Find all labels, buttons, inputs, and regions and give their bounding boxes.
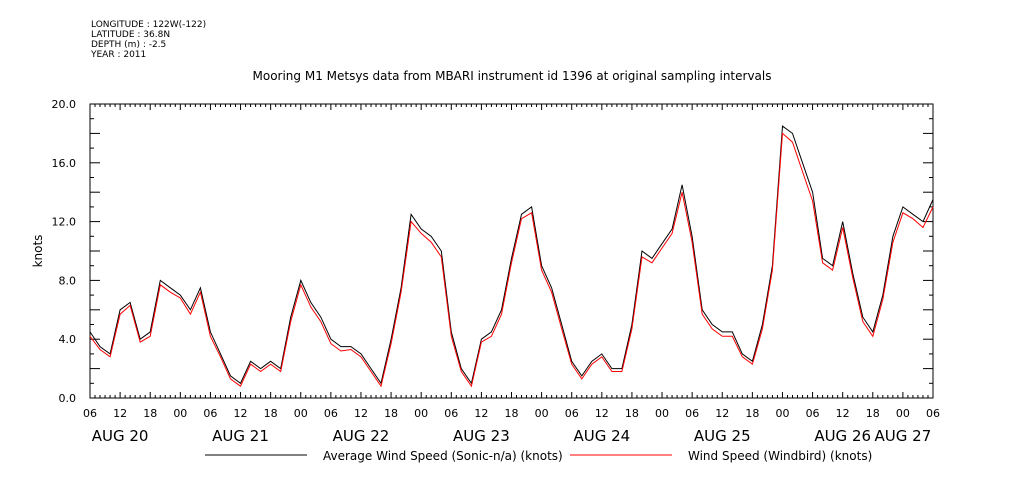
x-tick-label: 06 — [83, 407, 97, 420]
x-tick-labels: 06 12 18 00 06 12 18 00 06 12 18 00 06 12 18 00 06 12 18 00… — [83, 407, 940, 420]
longitude-label: LONGITUDE : 122W(-122) — [91, 20, 207, 30]
x-tick-label: 06 — [565, 407, 579, 420]
x-day-label: AUG 24 — [573, 427, 630, 445]
x-tick-label: 00 — [173, 407, 187, 420]
x-tick-label: 12 — [234, 407, 248, 420]
x-tick-label: 12 — [715, 407, 729, 420]
x-tick-label: 12 — [836, 407, 850, 420]
x-tick-label: 06 — [926, 407, 940, 420]
x-tick-label: 18 — [625, 407, 639, 420]
x-tick-label: 12 — [595, 407, 609, 420]
x-tick-label: 12 — [354, 407, 368, 420]
y-tick-labels: 0.0 4.0 8.0 12.0 16.0 20.0 — [52, 98, 77, 405]
x-tick-label: 18 — [264, 407, 278, 420]
x-day-label: AUG 20 — [92, 427, 149, 445]
x-tick-label: 00 — [775, 407, 789, 420]
x-tick-label: 00 — [414, 407, 428, 420]
y-tick-label: 16.0 — [52, 157, 77, 170]
legend-label: Wind Speed (Windbird) (knots) — [688, 449, 872, 463]
y-tick-label: 20.0 — [52, 98, 77, 111]
series-line — [89, 125, 934, 385]
y-tick-label: 8.0 — [59, 274, 77, 287]
x-day-label: AUG 26 — [814, 427, 871, 445]
y-tick-label: 0.0 — [59, 392, 77, 405]
x-tick-label: 06 — [444, 407, 458, 420]
x-tick-label: 06 — [203, 407, 217, 420]
x-tick-label: 12 — [113, 407, 127, 420]
x-tick-label: 00 — [535, 407, 549, 420]
legend: Average Wind Speed (Sonic-n/a) (knots) Wi… — [205, 449, 872, 463]
x-tick-label: 06 — [324, 407, 338, 420]
y-axis-label: knots — [31, 235, 45, 268]
x-tick-label: 18 — [745, 407, 759, 420]
x-day-label: AUG 22 — [333, 427, 390, 445]
x-tick-label: 18 — [505, 407, 519, 420]
station-metadata: LONGITUDE : 122W(-122) LATITUDE : 36.8N … — [91, 20, 206, 60]
depth-label: DEPTH (m) : -2.5 — [91, 40, 167, 50]
latitude-label: LATITUDE : 36.8N — [91, 30, 171, 40]
x-tick-label: 18 — [384, 407, 398, 420]
legend-label: Average Wind Speed (Sonic-n/a) (knots) — [323, 449, 563, 463]
x-day-label: AUG 27 — [875, 427, 932, 445]
year-label: YEAR : 2011 — [91, 50, 147, 60]
plot-frame — [89, 103, 934, 399]
x-tick-label: 18 — [143, 407, 157, 420]
axis-ticks — [89, 103, 934, 399]
x-day-labels: AUG 20 AUG 21 AUG 22 AUG 23 AUG 24 AUG 25 AUG … — [92, 427, 932, 445]
x-tick-label: 00 — [655, 407, 669, 420]
y-tick-label: 4.0 — [59, 333, 77, 346]
x-day-label: AUG 25 — [694, 427, 751, 445]
x-day-label: AUG 23 — [453, 427, 510, 445]
x-tick-label: 00 — [896, 407, 910, 420]
x-tick-label: 18 — [866, 407, 880, 420]
x-tick-label: 06 — [806, 407, 820, 420]
x-tick-label: 12 — [474, 407, 488, 420]
series-line — [89, 132, 934, 388]
x-tick-label: 00 — [294, 407, 308, 420]
x-day-label: AUG 21 — [212, 427, 269, 445]
y-tick-label: 12.0 — [52, 216, 77, 229]
x-tick-label: 06 — [685, 407, 699, 420]
chart-title: Mooring M1 Metsys data from MBARI instru… — [253, 69, 772, 83]
series-lines — [89, 125, 934, 388]
